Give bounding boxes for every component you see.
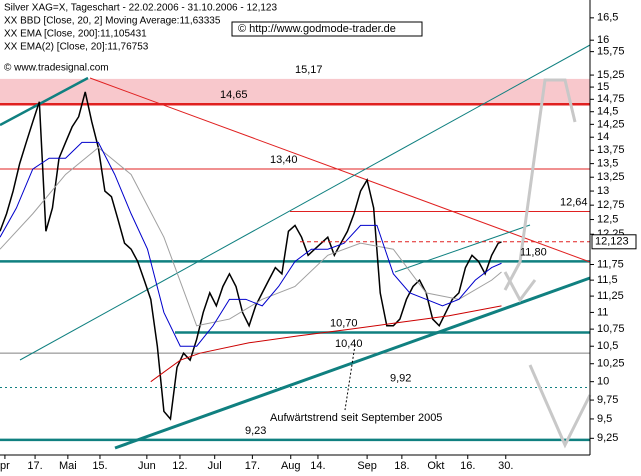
x-tick-label: Okt xyxy=(427,460,444,472)
resistance-zone xyxy=(0,78,590,105)
y-tick-label: 13,75 xyxy=(597,144,625,156)
x-tick-label: 17. xyxy=(245,460,260,472)
watermark: © http://www.godmode-trader.de xyxy=(238,23,396,35)
x-tick-label: 12. xyxy=(172,460,187,472)
y-tick-label: 11,25 xyxy=(597,290,624,302)
y-tick-label: 10,75 xyxy=(597,323,625,335)
y-tick-label: 14,25 xyxy=(597,118,625,130)
y-tick-label: 11,75 xyxy=(597,258,624,270)
y-tick-label: 10 xyxy=(597,376,609,388)
x-tick-label: 15. xyxy=(92,460,107,472)
y-tick-label: 11 xyxy=(597,306,608,318)
legend: XX BBD [Close, 20, 2] Moving Average:11,… xyxy=(4,16,221,53)
level-label: 13,40 xyxy=(270,154,298,166)
projection-arrow xyxy=(503,78,577,291)
x-tick-label: Aug xyxy=(281,460,301,472)
y-tick-label: 10,5 xyxy=(597,340,618,352)
y-tick-label: 15,25 xyxy=(597,69,625,81)
y-tick-label: 13,5 xyxy=(597,158,618,170)
trend-line xyxy=(0,76,89,127)
level-label: 10,40 xyxy=(335,338,363,350)
level-label: 10,70 xyxy=(330,317,358,329)
level-label: 9,92 xyxy=(390,372,411,384)
y-tick-label: 15 xyxy=(597,81,609,93)
support-trend xyxy=(114,276,591,450)
level-label: 9,23 xyxy=(245,425,266,437)
y-tick-label: 16,5 xyxy=(597,12,618,24)
channel-line xyxy=(19,44,591,361)
y-tick-label: 10,25 xyxy=(597,358,625,370)
series-line xyxy=(0,147,502,327)
x-tick-label: Jun xyxy=(138,460,156,472)
x-tick-label: Sep xyxy=(357,460,377,472)
legend-entry: XX BBD [Close, 20, 2] Moving Average:11,… xyxy=(4,16,221,27)
channel-line xyxy=(394,224,531,273)
x-tick-label: 30. xyxy=(498,460,513,472)
legend-entry: XX EMA [Close, 200]:11,105431 xyxy=(4,29,147,40)
series-line xyxy=(150,305,502,383)
x-tick-label: 17. xyxy=(27,460,42,472)
watermark-box xyxy=(231,21,423,37)
y-tick-label: 16 xyxy=(597,34,609,46)
y-tick-label: 15,75 xyxy=(597,46,625,58)
projection-arrow xyxy=(503,271,537,303)
series-line xyxy=(0,91,502,421)
current-price-box xyxy=(591,234,637,250)
resistance-trend xyxy=(89,77,591,263)
source: © www.tradesignal.com xyxy=(4,63,109,74)
x-tick-label: 18. xyxy=(394,460,409,472)
x-tick-label: Jul xyxy=(208,460,222,472)
x-tick-label: 16. xyxy=(460,460,475,472)
x-tick-label: pr xyxy=(0,460,10,472)
y-tick-label: 9,25 xyxy=(597,432,618,444)
y-tick-label: 14,75 xyxy=(597,93,625,105)
chart-title: Silver XAG=X, Tageschart - 22.02.2006 - … xyxy=(4,3,277,14)
annotation: Aufwärtstrend seit September 2005 xyxy=(270,412,442,424)
y-tick-label: 13 xyxy=(597,185,609,197)
x-tick-label: 14. xyxy=(310,460,325,472)
level-label: 14,65 xyxy=(220,89,248,101)
y-tick-label: 14,5 xyxy=(597,106,618,118)
bands xyxy=(0,78,590,442)
y-tick-label: 12,5 xyxy=(597,213,618,225)
y-tick-label: 11,5 xyxy=(597,274,618,286)
plot: 15,17 14,65 13,40 12,64 11,80 10,70 10,40 9,92 9… xyxy=(0,64,590,437)
y-tick-label: 13,25 xyxy=(597,171,625,183)
current-price-label: 12,123 xyxy=(595,236,629,248)
level-label: 15,17 xyxy=(295,64,323,76)
y-tick-label: 9,5 xyxy=(597,413,612,425)
series-line xyxy=(0,141,502,347)
y-tick-label: 9,75 xyxy=(597,394,618,406)
legend-entry: XX EMA(2) [Close, 20]:11,76753 xyxy=(4,42,149,53)
annotation-pointer xyxy=(344,344,356,411)
projection-arrow xyxy=(528,364,592,449)
y-tick-label: 12,75 xyxy=(597,199,625,211)
level-label: 11,80 xyxy=(520,246,547,258)
y-tick-label: 14 xyxy=(597,131,609,143)
x-tick-label: Mai xyxy=(59,460,77,472)
level-label: 12,64 xyxy=(560,196,588,208)
